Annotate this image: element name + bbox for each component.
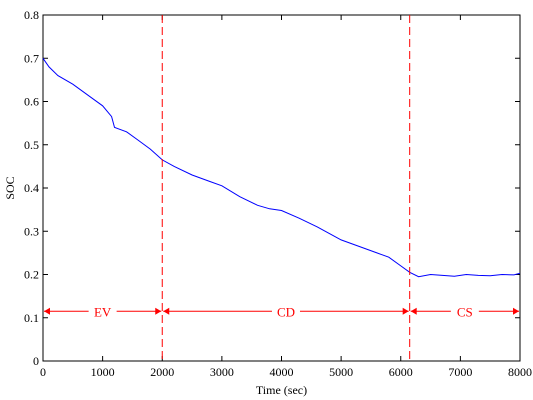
region-label-cs: CS [457, 304, 473, 319]
x-axis-label: Time (sec) [256, 383, 307, 397]
x-tick-label: 5000 [329, 365, 353, 379]
x-tick-label: 3000 [210, 365, 234, 379]
y-tick-label: 0 [33, 354, 39, 368]
y-tick-label: 0.4 [24, 181, 39, 195]
x-tick-label: 4000 [270, 365, 294, 379]
y-tick-label: 0.8 [24, 8, 39, 22]
region-arrow-head-left [163, 307, 170, 315]
y-tick-label: 0.6 [24, 95, 39, 109]
region-label-cd: CD [277, 304, 295, 319]
region-arrow-head-right [402, 307, 409, 315]
x-tick-label: 7000 [448, 365, 472, 379]
y-tick-label: 0.1 [24, 311, 39, 325]
x-tick-label: 2000 [150, 365, 174, 379]
y-axis-label: SOC [3, 176, 17, 199]
region-arrow-head-right [155, 307, 162, 315]
x-tick-label: 1000 [91, 365, 115, 379]
x-tick-label: 6000 [389, 365, 413, 379]
region-label-ev: EV [94, 304, 112, 319]
region-arrow-head-right [513, 307, 519, 315]
soc-series-line [42, 58, 521, 278]
y-tick-label: 0.2 [24, 268, 39, 282]
region-arrow-head-left [410, 307, 417, 315]
region-arrow-head-left [44, 307, 50, 315]
y-tick-label: 0.7 [24, 51, 39, 65]
plot-area: 0 1000 2000 3000 4000 5000 6000 7000 8000 0 0.1 0.2… [24, 8, 532, 379]
y-tick-label: 0.3 [24, 224, 39, 238]
x-tick-label: 8000 [508, 365, 532, 379]
x-tick-label: 0 [40, 365, 46, 379]
y-tick-label: 0.5 [24, 138, 39, 152]
